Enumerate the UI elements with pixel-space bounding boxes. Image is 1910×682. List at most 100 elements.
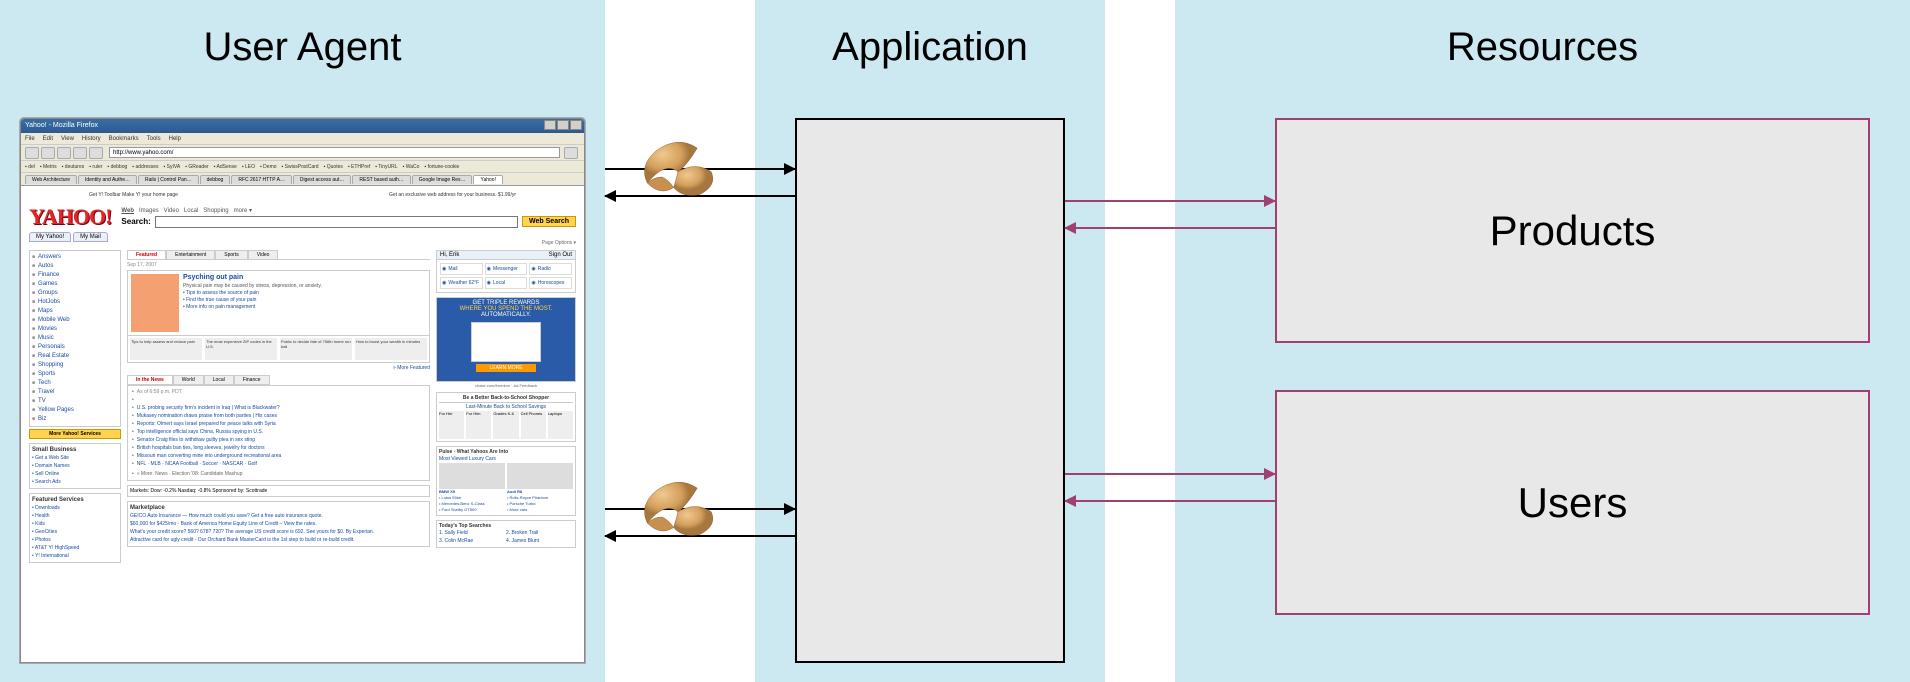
featured-thumb-item[interactable]: Public to decide fate of 756th home run …: [280, 338, 352, 360]
back-button[interactable]: [25, 147, 39, 159]
featsvc-item[interactable]: • Health: [32, 512, 118, 520]
shopper-item[interactable]: For Him: [466, 411, 491, 439]
topstrip-right[interactable]: Get an exclusive web address for your bu…: [389, 192, 516, 198]
news-item[interactable]: Senator Craig files to withdraw guilty p…: [132, 436, 425, 444]
menu-item[interactable]: Bookmarks: [109, 136, 139, 142]
browser-menubar[interactable]: FileEditViewHistoryBookmarksToolsHelp: [21, 133, 584, 145]
menu-item[interactable]: Edit: [43, 136, 53, 142]
category-list[interactable]: AnswersAutosFinanceGamesGroupsHotJobsMap…: [29, 250, 121, 427]
bookmark-item[interactable]: ▪ deutures: [62, 164, 85, 170]
featsvc-item[interactable]: • AT&T Y! HighSpeed: [32, 544, 118, 552]
topstrip-left[interactable]: Get Y! Toolbar Make Y! your home page: [89, 192, 178, 198]
top-search-item[interactable]: 3. Colin McRae: [439, 537, 506, 545]
news-more[interactable]: » More: News · Election '08: Candidate M…: [132, 470, 425, 478]
user-app[interactable]: Weather 62°F: [440, 277, 483, 289]
featured-thumb-item[interactable]: Tips to help assess and reduce pain: [130, 338, 202, 360]
category-item[interactable]: Personals: [32, 343, 118, 352]
search-input[interactable]: [155, 216, 518, 228]
browser-tab[interactable]: Google Image Res…: [412, 175, 473, 184]
news-tab[interactable]: World: [173, 375, 204, 385]
page-options[interactable]: Page Options ▾: [29, 240, 576, 246]
featured-link[interactable]: • Tips to assess the source of pain: [183, 290, 322, 297]
more-featured-link[interactable]: » More Featured: [127, 365, 430, 371]
smallbiz-item[interactable]: • Domain Names: [32, 462, 118, 470]
bookmark-item[interactable]: ▪ SwissPostCard: [282, 164, 319, 170]
user-app[interactable]: Horoscopes: [529, 277, 572, 289]
yahoo-logo[interactable]: YAHOO!: [29, 204, 111, 230]
featsvc-item[interactable]: • Photos: [32, 536, 118, 544]
search-cat[interactable]: Video: [164, 208, 179, 214]
featured-thumbs[interactable]: Tips to help assess and reduce painThe m…: [127, 336, 430, 363]
smallbiz-item[interactable]: • Sell Online: [32, 470, 118, 478]
category-item[interactable]: TV: [32, 397, 118, 406]
marketplace-item[interactable]: GEICO Auto Insurance — How much could yo…: [130, 512, 427, 520]
forward-button[interactable]: [41, 147, 55, 159]
pulse-cars[interactable]: BMW X5• Lotus Elise• Mercedes-Benz S-Cla…: [439, 463, 573, 513]
news-tabs[interactable]: In the NewsWorldLocalFinance: [127, 375, 430, 386]
smallbiz-item[interactable]: • Get a Web Site: [32, 454, 118, 462]
bookmark-item[interactable]: ▪ Quotes: [324, 164, 343, 170]
signout-link[interactable]: Sign Out: [549, 252, 572, 258]
my-tab[interactable]: My Mail: [73, 232, 108, 242]
shopper-items[interactable]: For HerFor HimGrades K-6Cell PhonesLapto…: [439, 411, 573, 439]
bookmarks-bar[interactable]: ▪ del▪ Metris▪ deutures▪ ruler▪ debbog▪ …: [21, 161, 584, 173]
user-app[interactable]: Radio: [529, 263, 572, 275]
window-buttons[interactable]: [543, 120, 582, 136]
smallbiz-item[interactable]: • Search Ads: [32, 478, 118, 486]
search-cat[interactable]: Images: [139, 208, 159, 214]
category-item[interactable]: Maps: [32, 307, 118, 316]
news-item[interactable]: Reports: Olmert says Israel prepared for…: [132, 420, 425, 428]
top-search-item[interactable]: 1. Sally Field: [439, 529, 506, 537]
category-item[interactable]: Tech: [32, 379, 118, 388]
news-item[interactable]: U.S. probing security firm's incident in…: [132, 404, 425, 412]
news-tab[interactable]: Finance: [234, 375, 270, 385]
category-item[interactable]: Sports: [32, 370, 118, 379]
reload-button[interactable]: [57, 147, 71, 159]
featured-story[interactable]: Psyching out pain Physical pain may be c…: [127, 270, 430, 336]
category-item[interactable]: Games: [32, 280, 118, 289]
category-item[interactable]: Music: [32, 334, 118, 343]
shopper-item[interactable]: Cell Phones: [521, 411, 546, 439]
shopper-item[interactable]: For Her: [439, 411, 464, 439]
featsvc-item[interactable]: • Kids: [32, 520, 118, 528]
category-item[interactable]: Autos: [32, 262, 118, 271]
user-app[interactable]: Local: [485, 277, 528, 289]
browser-tab[interactable]: Yahoo!: [473, 175, 502, 184]
go-button[interactable]: [564, 147, 578, 159]
search-cat[interactable]: Shopping: [203, 208, 228, 214]
featured-link[interactable]: • More info on pain management: [183, 304, 322, 311]
category-item[interactable]: Travel: [32, 388, 118, 397]
featured-tab[interactable]: Entertainment: [166, 250, 215, 259]
bookmark-item[interactable]: ▪ del: [25, 164, 35, 170]
browser-tabs[interactable]: Web ArchitectureIdentity and Authe…Rails…: [21, 173, 584, 186]
browser-tab[interactable]: REST based auth…: [352, 175, 410, 184]
shopper-sub[interactable]: Last-Minute Back to School Savings: [439, 404, 573, 410]
bookmark-item[interactable]: ▪ GReader: [185, 164, 208, 170]
search-cat[interactable]: more ▾: [234, 208, 252, 214]
home-button[interactable]: [89, 147, 103, 159]
marketplace-item[interactable]: What's your credit score? 560? 678? 720?…: [130, 528, 427, 536]
category-item[interactable]: Yellow Pages: [32, 406, 118, 415]
my-tab[interactable]: My Yahoo!: [29, 232, 71, 242]
browser-tab[interactable]: RFC 2617 HTTP A…: [231, 175, 292, 184]
news-item[interactable]: Missouri man converting mine into underg…: [132, 452, 425, 460]
browser-tab[interactable]: Digest access aut…: [293, 175, 351, 184]
news-item[interactable]: NFL · MLB · NCAA Football · Soccer · NAS…: [132, 460, 425, 468]
more-yahoo-services[interactable]: More Yahoo! Services: [29, 429, 121, 439]
featured-link[interactable]: • Find the true cause of your pain: [183, 297, 322, 304]
browser-tab[interactable]: Rails | Control Pan…: [138, 175, 199, 184]
marketplace-item[interactable]: Attractive card for ugly credit - Our Or…: [130, 536, 427, 544]
bookmark-item[interactable]: ▪ AdSense: [214, 164, 237, 170]
featured-tabs[interactable]: FeaturedEntertainmentSportsVideo: [127, 250, 430, 260]
bookmark-item[interactable]: ▪ LEO: [242, 164, 255, 170]
bookmark-item[interactable]: ▪ ETHPref: [348, 164, 370, 170]
search-categories[interactable]: WebImagesVideoLocalShoppingmore ▾: [121, 207, 576, 214]
category-item[interactable]: Answers: [32, 253, 118, 262]
user-app[interactable]: Mail: [440, 263, 483, 275]
advertisement[interactable]: GET TRIPLE REWARDS WHERE YOU SPEND THE M…: [436, 297, 576, 382]
featsvc-item[interactable]: • GeoCities: [32, 528, 118, 536]
user-apps[interactable]: MailMessengerRadioWeather 62°FLocalHoros…: [440, 263, 572, 289]
menu-item[interactable]: History: [82, 136, 101, 142]
category-item[interactable]: Movies: [32, 325, 118, 334]
pulse-car[interactable]: Audi R8• Rolls-Royce Phantom• Porsche Tu…: [507, 463, 573, 513]
